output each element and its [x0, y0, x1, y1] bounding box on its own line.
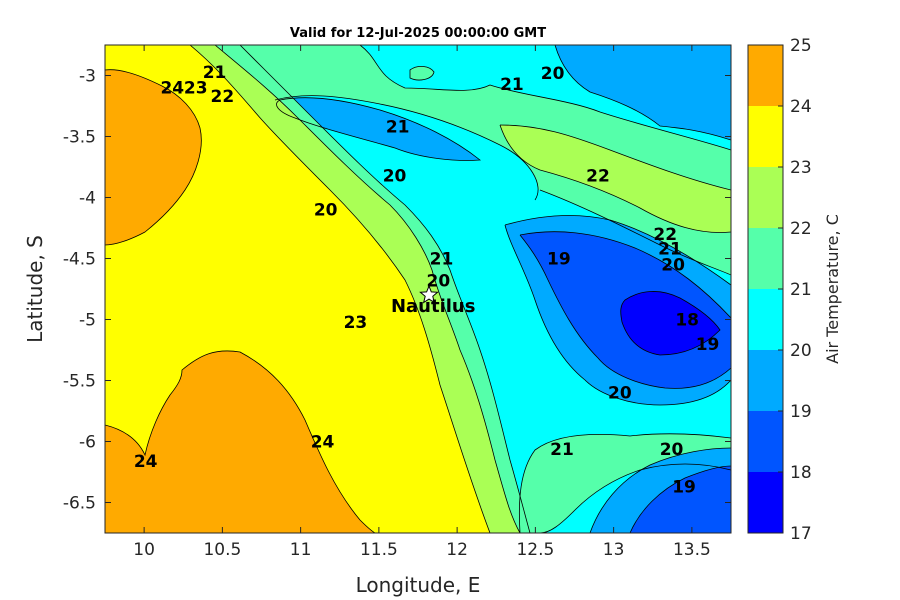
y-tick-label: -3.5: [63, 128, 96, 148]
chart-title: Valid for 12-Jul-2025 00:00:00 GMT: [290, 26, 546, 41]
x-tick-label: 13: [603, 540, 625, 560]
contour-label: 20: [661, 256, 685, 276]
station-label: Nautilus: [391, 296, 476, 317]
contour-label: 24: [134, 452, 158, 472]
contour-label: 21: [550, 440, 574, 460]
plot-frame: [104, 44, 732, 534]
x-axis-label: Longitude, E: [356, 573, 481, 597]
colorbar-tick-label: 23: [790, 158, 812, 178]
x-axis: 10 10.5 11 11.5 12 12.5 13 13.5: [133, 45, 711, 560]
contour-label: 20: [427, 271, 451, 291]
annotation-layer: Nautilus: [391, 284, 476, 317]
y-tick-label: -6: [79, 433, 96, 453]
contour-label: 22: [586, 167, 610, 187]
y-tick-label: -5: [79, 311, 96, 331]
y-tick-label: -3: [79, 67, 96, 87]
colorbar-swatch: [748, 350, 783, 411]
x-tick-label: 12.5: [516, 540, 554, 560]
contour-label: 20: [383, 167, 407, 187]
contour-label: 18: [675, 311, 699, 331]
contour-label: 19: [547, 250, 571, 270]
band-24-25-west: [105, 69, 202, 245]
contour-label: 20: [608, 384, 632, 404]
contour-lines: [105, 45, 731, 533]
y-tick-label: -4.5: [63, 250, 96, 270]
colorbar-tick-label: 19: [790, 402, 812, 422]
contour-label: 22: [211, 87, 235, 107]
contour-label: 21: [386, 118, 410, 138]
contour-label: 19: [696, 335, 720, 355]
colorbar-swatch: [748, 228, 783, 289]
contour-label: 21: [430, 250, 454, 270]
band-19-20-northeast: [555, 45, 731, 140]
colorbar-tick-label: 17: [790, 524, 812, 544]
band-24-25-southwest: [105, 350, 375, 533]
contour-label: 21: [500, 75, 524, 95]
colorbar-tick-label: 20: [790, 341, 812, 361]
band-22-23-west: [180, 45, 520, 533]
band-22-north: [500, 125, 731, 233]
y-tick-label: -4: [79, 189, 96, 209]
y-tick-label: -6.5: [63, 494, 96, 514]
colorbar-tick-label: 18: [790, 463, 812, 483]
colorbar-swatch: [748, 45, 783, 106]
colorbar: 17 18 19 20 21 22 23 24 25: [747, 36, 812, 544]
contour-label: 22: [653, 225, 677, 245]
contour-label: 24: [160, 79, 184, 99]
contour-label: 20: [314, 201, 338, 221]
station-star-marker: [419, 284, 439, 304]
y-tick-label: -5.5: [63, 372, 96, 392]
y-axis: -3 -3.5 -4 -4.5 -5 -5.5 -6 -6.5: [63, 67, 731, 514]
contour-label: 20: [541, 64, 565, 84]
band-18-19-southeast: [630, 466, 731, 533]
contour-label: 24: [311, 433, 335, 453]
colorbar-tick-label: 25: [790, 36, 812, 56]
x-tick-label: 10: [133, 540, 155, 560]
colorbar-tick-label: 21: [790, 280, 812, 300]
contour-fill-layer: [105, 45, 731, 533]
colorbar-swatch: [748, 289, 783, 350]
band-21-22-blob: [410, 66, 434, 80]
x-tick-label: 12: [446, 540, 468, 560]
x-tick-label: 13.5: [673, 540, 711, 560]
contour-label: 21: [658, 240, 682, 260]
colorbar-label: Air Temperature, C: [823, 214, 842, 364]
colorbar-tick-label: 24: [790, 97, 812, 117]
colorbar-swatch: [748, 411, 783, 472]
contour-label: 21: [203, 63, 227, 83]
band-19-20-north: [276, 97, 480, 161]
colorbar-tick-label: 22: [790, 219, 812, 239]
contour-label: 23: [344, 313, 368, 333]
contour-label: 23: [184, 79, 208, 99]
colorbar-swatch: [748, 106, 783, 167]
contour-label: 20: [660, 440, 684, 460]
y-axis-label: Latitude, S: [23, 235, 47, 343]
colorbar-swatch: [748, 472, 783, 533]
contour-label: 19: [672, 478, 696, 498]
x-tick-label: 11: [290, 540, 312, 560]
x-tick-label: 10.5: [203, 540, 241, 560]
colorbar-swatch: [748, 167, 783, 228]
x-tick-label: 11.5: [360, 540, 398, 560]
